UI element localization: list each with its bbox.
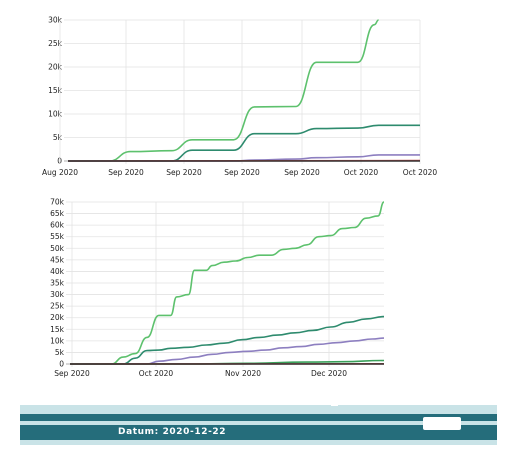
series-line-1	[69, 201, 385, 365]
x-tick-label: Aug 2020	[42, 168, 78, 177]
y-tick-label: 30k	[50, 290, 65, 299]
x-tick-label: Dec 2020	[311, 369, 347, 378]
footer-band-bottom	[20, 440, 497, 445]
x-tick-label: Sep 2020	[284, 168, 320, 177]
footer-badge	[423, 417, 461, 430]
y-tick-label: 15k	[50, 325, 65, 334]
x-tick-label: Oct 2020	[403, 168, 438, 177]
series-line-2	[68, 124, 420, 162]
y-tick-label: 25k	[48, 39, 63, 48]
y-tick-label: 20k	[48, 63, 63, 72]
footer-banner: Datum: 2020-12-22	[0, 400, 517, 455]
x-tick-label: Sep 2020	[166, 168, 202, 177]
y-tick-label: 15k	[48, 86, 63, 95]
chart-bottom: 0 5k 10k 15k 20k 25k 30k 35k 40k 45k 50k 55k 60k 65k 7…	[50, 198, 385, 378]
y-tick-label: 50k	[50, 244, 65, 253]
y-tick-label: 10k	[50, 336, 65, 345]
y-tick-label: 25k	[50, 302, 65, 311]
footer-band-stripe	[20, 414, 497, 421]
y-tick-label: 40k	[50, 267, 65, 276]
y-tick-label: 20k	[50, 313, 65, 322]
footer-marker	[331, 403, 338, 406]
footer-date-label: Datum: 2020-12-22	[118, 427, 227, 437]
x-tick-label: Oct 2020	[344, 168, 379, 177]
x-tick-label: Nov 2020	[225, 369, 261, 378]
y-tick-label: 0	[59, 360, 64, 369]
y-tick-label: 45k	[50, 255, 65, 264]
footer-band-mid	[20, 421, 497, 425]
x-tick-label: Sep 2020	[54, 369, 90, 378]
x-tick-label: Sep 2020	[224, 168, 260, 177]
series-line-3	[69, 337, 385, 365]
y-tick-label: 30k	[48, 16, 63, 25]
series-line-1	[68, 19, 379, 162]
y-tick-label: 55k	[50, 232, 65, 241]
y-tick-label: 5k	[53, 133, 63, 142]
y-tick-label: 70k	[50, 198, 65, 207]
footer-band-top	[20, 405, 497, 414]
y-tick-label: 10k	[48, 110, 63, 119]
x-tick-label: Oct 2020	[139, 369, 174, 378]
y-tick-label: 5k	[55, 348, 65, 357]
x-tick-label: Sep 2020	[108, 168, 144, 177]
y-tick-label: 60k	[50, 221, 65, 230]
y-tick-label: 65k	[50, 209, 65, 218]
series-line-2	[69, 315, 385, 365]
y-tick-label: 35k	[50, 279, 65, 288]
footer-band-main	[20, 425, 497, 440]
